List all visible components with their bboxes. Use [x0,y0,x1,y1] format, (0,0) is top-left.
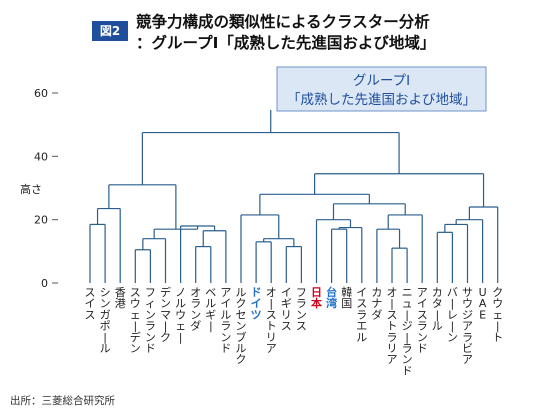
y-tick-label: 60 [34,87,48,100]
leaf-label: サウジアラビア [462,286,473,366]
chart-title-line-2: ：グループI「成熟した先進国および地域」 [136,34,436,52]
source-note: 出所：三菱総合研究所 [10,395,115,407]
leaf-label: オランダ [190,286,201,333]
leaf-label: ルクセンブルク [236,286,247,366]
leaf-label: 日本 [311,286,322,310]
leaf-label: イスラエル [356,286,367,344]
leaf-label: フランス [296,286,307,333]
cluster-label-line-1: グループI [353,73,410,89]
leaf-label: ノルウェ| [175,286,186,344]
leaf-label: ドイツ [251,286,262,321]
leaf-label: 台湾 [326,285,337,310]
y-tick-label: 20 [34,214,48,227]
leaf-label: ベルギ| [205,286,216,333]
leaf-label: クウェ|ト [492,286,503,344]
cluster-label-line-2: 「成熟した先進国および地域」 [287,92,476,108]
chart-title-line-1: 競争力構成の類似性によるクラスター分析 [136,13,430,31]
leaf-label: アイスランド [417,286,428,355]
y-tick-label: 0 [41,277,48,290]
leaf-label: シンガポ|ル [100,286,111,355]
leaf-label: ニュ|ジ|ランド [402,286,413,377]
leaf-label: 韓国 [341,286,352,310]
cluster-label-box [276,66,487,112]
chart-title: 競争力構成の類似性によるクラスター分析 ：グループI「成熟した先進国および地域」 [136,12,435,54]
figure-badge: 図2 [92,21,128,41]
leaf-label: イギリス [281,286,292,333]
leaf-label: カタ|ル [432,286,443,333]
leaf-label: オ|ストリア [266,286,277,355]
leaf-label: デンマ|ク [160,285,171,344]
leaf-label: カナダ [371,286,382,321]
leaf-label: スイス [85,286,96,321]
leaf-label: スウェ|デン [130,286,141,355]
leaf-label: 香港 [115,286,126,310]
y-tick-label: 40 [34,150,48,163]
leaf-label: フィンランド [145,286,156,355]
leaf-label: バ|レ|ン [447,286,458,344]
leaf-label: アイルランド [220,286,231,355]
leaf-label: オ|ストラリア [387,286,398,366]
y-axis-label: 高さ [20,183,42,196]
